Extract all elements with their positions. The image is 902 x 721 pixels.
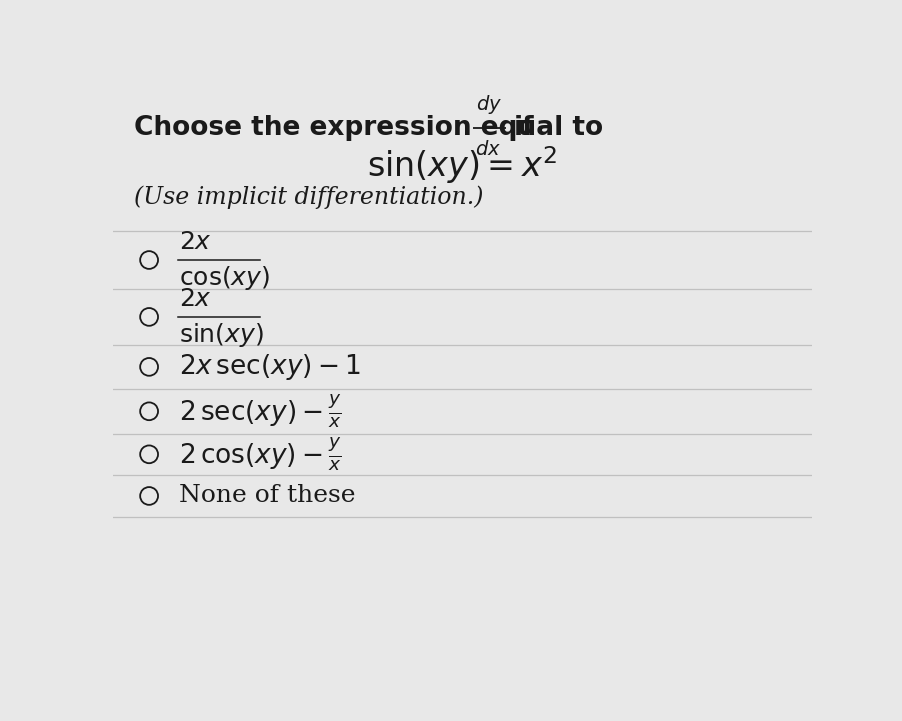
Text: $dx$: $dx$ bbox=[474, 141, 501, 159]
Text: $\cos(xy)$: $\cos(xy)$ bbox=[179, 264, 271, 292]
Text: Choose the expression equal to: Choose the expression equal to bbox=[133, 115, 603, 141]
Text: (Use implicit differentiation.): (Use implicit differentiation.) bbox=[133, 186, 483, 209]
Text: $\sin(xy)$: $\sin(xy)$ bbox=[179, 321, 264, 349]
Text: $\sin(xy) = x^2$: $\sin(xy) = x^2$ bbox=[367, 144, 557, 186]
Text: $2x$: $2x$ bbox=[179, 288, 212, 311]
Text: $2x\,\mathrm{sec}(xy) - 1$: $2x\,\mathrm{sec}(xy) - 1$ bbox=[179, 352, 361, 382]
Text: $2\,\mathrm{sec}(xy) - \frac{y}{x}$: $2\,\mathrm{sec}(xy) - \frac{y}{x}$ bbox=[179, 392, 342, 430]
Text: None of these: None of these bbox=[179, 485, 355, 508]
Text: $2x$: $2x$ bbox=[179, 231, 212, 254]
Text: $dy$: $dy$ bbox=[476, 93, 502, 116]
Text: $2\,\mathrm{cos}(xy) - \frac{y}{x}$: $2\,\mathrm{cos}(xy) - \frac{y}{x}$ bbox=[179, 435, 342, 473]
Text: if: if bbox=[513, 115, 534, 141]
